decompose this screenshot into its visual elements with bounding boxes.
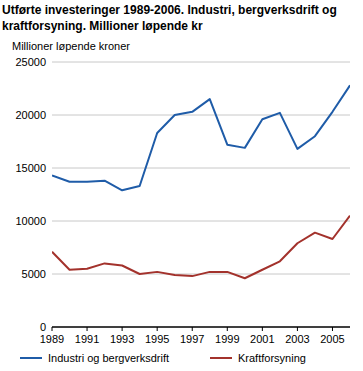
grid-line bbox=[52, 327, 350, 328]
x-tick-label: 1989 bbox=[40, 333, 64, 345]
x-tick bbox=[192, 327, 193, 331]
y-tick-label: 10000 bbox=[15, 215, 46, 227]
x-tick-label: 2005 bbox=[320, 333, 344, 345]
x-tick bbox=[262, 327, 263, 331]
x-tick-label: 1999 bbox=[215, 333, 239, 345]
grid-line bbox=[52, 168, 350, 169]
chart: Utførte investeringer 1989-2006. Industr… bbox=[0, 0, 363, 371]
x-tick-label: 2001 bbox=[250, 333, 274, 345]
x-tick bbox=[52, 327, 53, 331]
x-tick bbox=[87, 327, 88, 331]
x-axis bbox=[52, 327, 350, 328]
grid-line bbox=[52, 115, 350, 116]
legend-swatch bbox=[210, 357, 232, 359]
x-tick-label: 1995 bbox=[145, 333, 169, 345]
x-tick bbox=[332, 327, 333, 331]
x-tick-label: 2003 bbox=[285, 333, 309, 345]
legend-label: Industri og bergverksdrift bbox=[48, 352, 169, 364]
plot-area bbox=[52, 85, 350, 278]
x-tick bbox=[297, 327, 298, 331]
x-tick bbox=[227, 327, 228, 331]
legend-label: Kraftforsyning bbox=[238, 352, 306, 364]
legend-swatch bbox=[20, 357, 42, 359]
y-tick-label: 20000 bbox=[15, 109, 46, 121]
series-line bbox=[52, 216, 350, 279]
series-line bbox=[52, 85, 350, 190]
x-tick-label: 1997 bbox=[180, 333, 204, 345]
x-tick bbox=[157, 327, 158, 331]
y-tick-label: 15000 bbox=[15, 162, 46, 174]
x-tick-label: 1993 bbox=[110, 333, 134, 345]
y-tick-label: 25000 bbox=[15, 56, 46, 68]
title: Utførte investeringer 1989-2006. Industr… bbox=[2, 3, 340, 33]
title-line: Utførte investeringer 1989-2006. Industr… bbox=[2, 3, 340, 17]
grid-line bbox=[52, 221, 350, 222]
y-label: Millioner løpende kroner bbox=[12, 40, 130, 52]
y-tick-label: 0 bbox=[40, 321, 46, 333]
grid-line bbox=[52, 62, 350, 63]
x-tick bbox=[122, 327, 123, 331]
title-line: kraftforsyning. Millioner løpende kr bbox=[2, 19, 203, 33]
y-tick-label: 5000 bbox=[22, 268, 46, 280]
x-tick-label: 1991 bbox=[75, 333, 99, 345]
